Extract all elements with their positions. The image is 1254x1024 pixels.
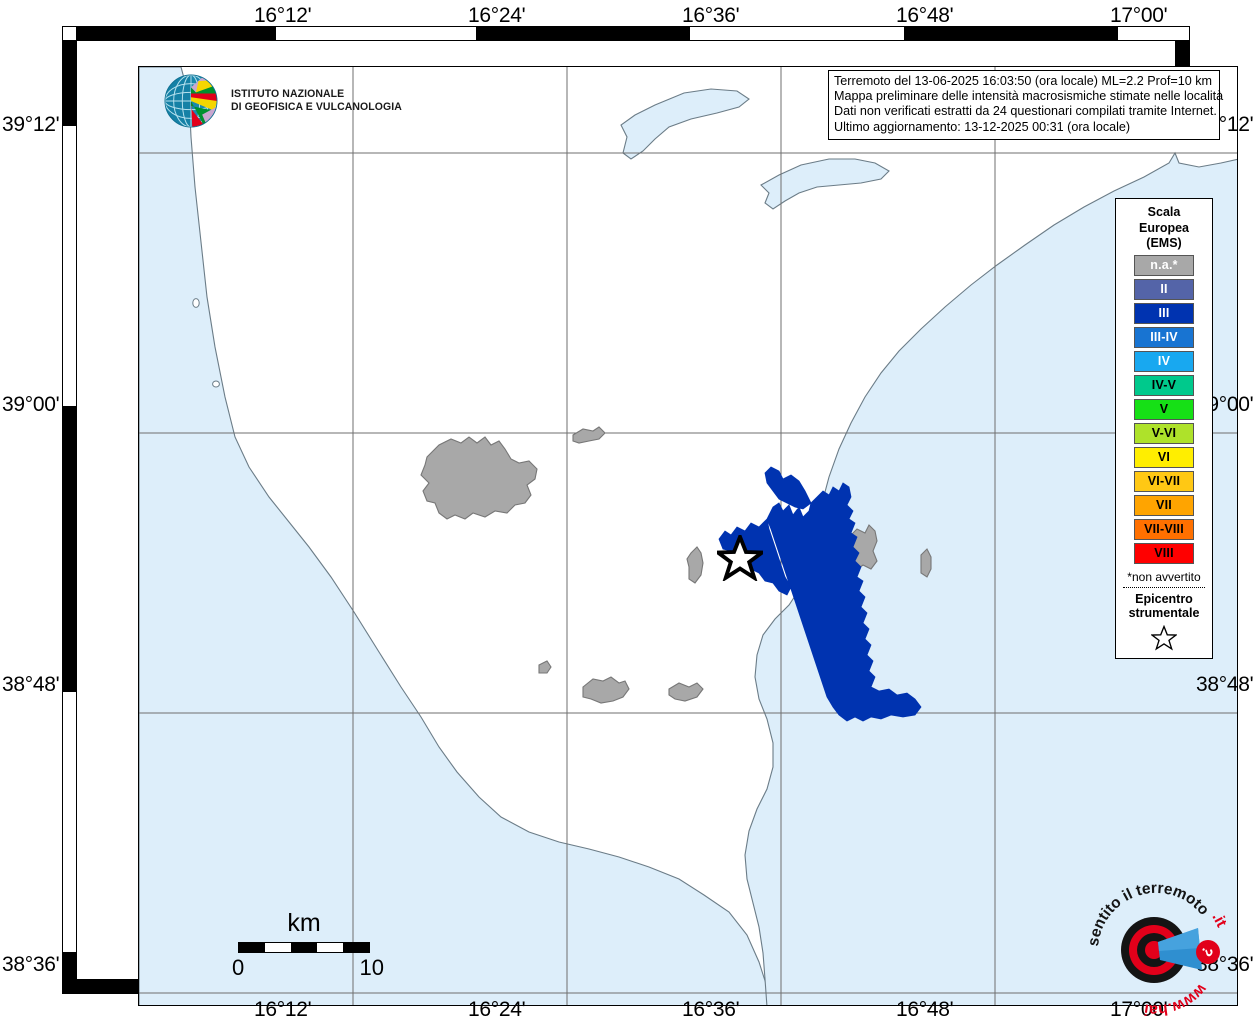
scale-bar-max: 10 [359,955,384,980]
hsit-text-tld: .it [1208,910,1226,930]
hsit-text-lower: www.hai [1143,980,1211,1018]
axis-label-lon-bottom-4: 16°48' [896,998,954,1021]
hsit-cone-highlight [1158,928,1200,951]
scale-seg-1 [239,943,265,952]
legend-swatch-v-vi[interactable]: V-VI [1134,422,1194,444]
ingv-logo: ISTITUTO NAZIONALE DI GEOFISICA E VULCAN… [160,70,417,132]
legend-swatch-viii[interactable]: VIII [1134,542,1194,564]
islet-1 [192,298,200,308]
municipality-na-small-1 [572,426,606,444]
legend-epicenter-star-icon [1121,624,1207,651]
legend-epicenter-title-1: Epicentro [1135,591,1193,606]
axis-label-lon-bottom-2: 16°24' [468,998,526,1021]
map-frame: ISTITUTO NAZIONALE DI GEOFISICA E VULCAN… [62,26,1238,1018]
municipality-na-small-2 [686,546,704,584]
scale-seg-2 [265,943,291,952]
scale-bar-unit: km [287,909,321,937]
legend-swatch-iv-v[interactable]: IV-V [1134,374,1194,396]
event-line-2: Mappa preliminare delle intensità macros… [834,89,1224,104]
hsit-question-badge [1196,940,1220,964]
scale-bar-min: 0 [232,955,245,980]
islet-2 [212,380,220,388]
legend-footnote: *non avvertito [1127,569,1201,584]
map-canvas[interactable] [138,66,1238,1006]
municipality-na-small-6 [920,548,932,578]
legend-title-1: Scala [1147,205,1181,219]
axis-label-lat-left-1: 39°12' [2,113,60,136]
legend-title-3: (EMS) [1146,236,1182,250]
legend-swatch-na[interactable]: n.a.* [1134,254,1194,276]
graticule [139,67,1237,1005]
sea-west-polygon [139,67,772,1005]
legend-swatch-iv[interactable]: IV [1134,350,1194,372]
scale-bar-labels: 0 10 [232,955,384,980]
legend-swatch-ii[interactable]: II [1134,278,1194,300]
event-line-3: Dati non verificati estratti da 24 quest… [834,104,1217,119]
municipality-na-large [420,436,538,520]
map-geometry [139,67,1237,1005]
legend-swatch-vi-vii[interactable]: VI-VII [1134,470,1194,492]
municipality-na-small-5 [668,682,704,702]
legend-panel: Scala Europea (EMS) n.a.* II III III-IV … [1115,198,1213,659]
axis-label-lat-left-3: 38°48' [2,673,60,696]
legend-epicenter-title-2: strumentale [1128,606,1200,620]
legend-title-2: Europea [1138,220,1189,235]
legend-swatch-vii-viii[interactable]: VII-VIII [1134,518,1194,540]
axis-label-lon-bottom-3: 16°36' [682,998,740,1021]
axis-label-lat-right-3: 38°48' [1196,673,1254,696]
scale-bar-graphic [238,942,370,953]
axis-label-lon-top-1: 16°12' [254,4,312,27]
legend-divider [1123,586,1205,588]
axis-label-lat-left-4: 38°36' [2,953,60,976]
municipality-na-small-4 [582,676,630,704]
axis-label-lon-bottom-1: 16°12' [254,998,312,1021]
legend-swatch-v[interactable]: V [1134,398,1194,420]
legend-swatch-vi[interactable]: VI [1134,446,1194,468]
axis-label-lon-top-3: 16°36' [682,4,740,27]
event-line-1: Terremoto del 13-06-2025 16:03:50 (ora l… [834,74,1213,88]
legend-swatch-iii[interactable]: III [1134,302,1194,324]
axis-label-lon-top-2: 16°24' [468,4,526,27]
axis-label-lon-top-4: 16°48' [896,4,954,27]
epicenter-star-marker[interactable] [717,535,763,581]
ingv-line-2: DI GEOFISICA E VULCANOLOGIA [231,101,402,113]
axis-label-lon-top-5: 17°00' [1110,4,1168,27]
haisentitoilterremoto-logo[interactable]: ? sentito il terremoto www.hai .it [1084,878,1226,1018]
municipality-na-small-3 [538,660,552,674]
scale-seg-4 [317,943,343,952]
axis-label-lat-left-2: 39°00' [2,393,60,416]
event-info-box: Terremoto del 13-06-2025 16:03:50 (ora l… [828,70,1224,140]
scale-seg-5 [343,943,369,952]
axis-label-lon-bottom-5: 17°00' [1110,998,1168,1021]
event-line-4: Ultimo aggiornamento: 13-12-2025 00:31 (… [834,119,1131,134]
legend-swatch-iii-iv[interactable]: III-IV [1134,326,1194,348]
scale-seg-3 [291,943,317,952]
lake-north-west [620,88,750,160]
scale-bar: km 0 10 [232,909,384,980]
legend-swatch-vii[interactable]: VII [1134,494,1194,516]
ingv-line-1: ISTITUTO NAZIONALE [231,87,345,100]
ingv-globe-icon [164,74,218,128]
lake-north-east [760,158,890,210]
